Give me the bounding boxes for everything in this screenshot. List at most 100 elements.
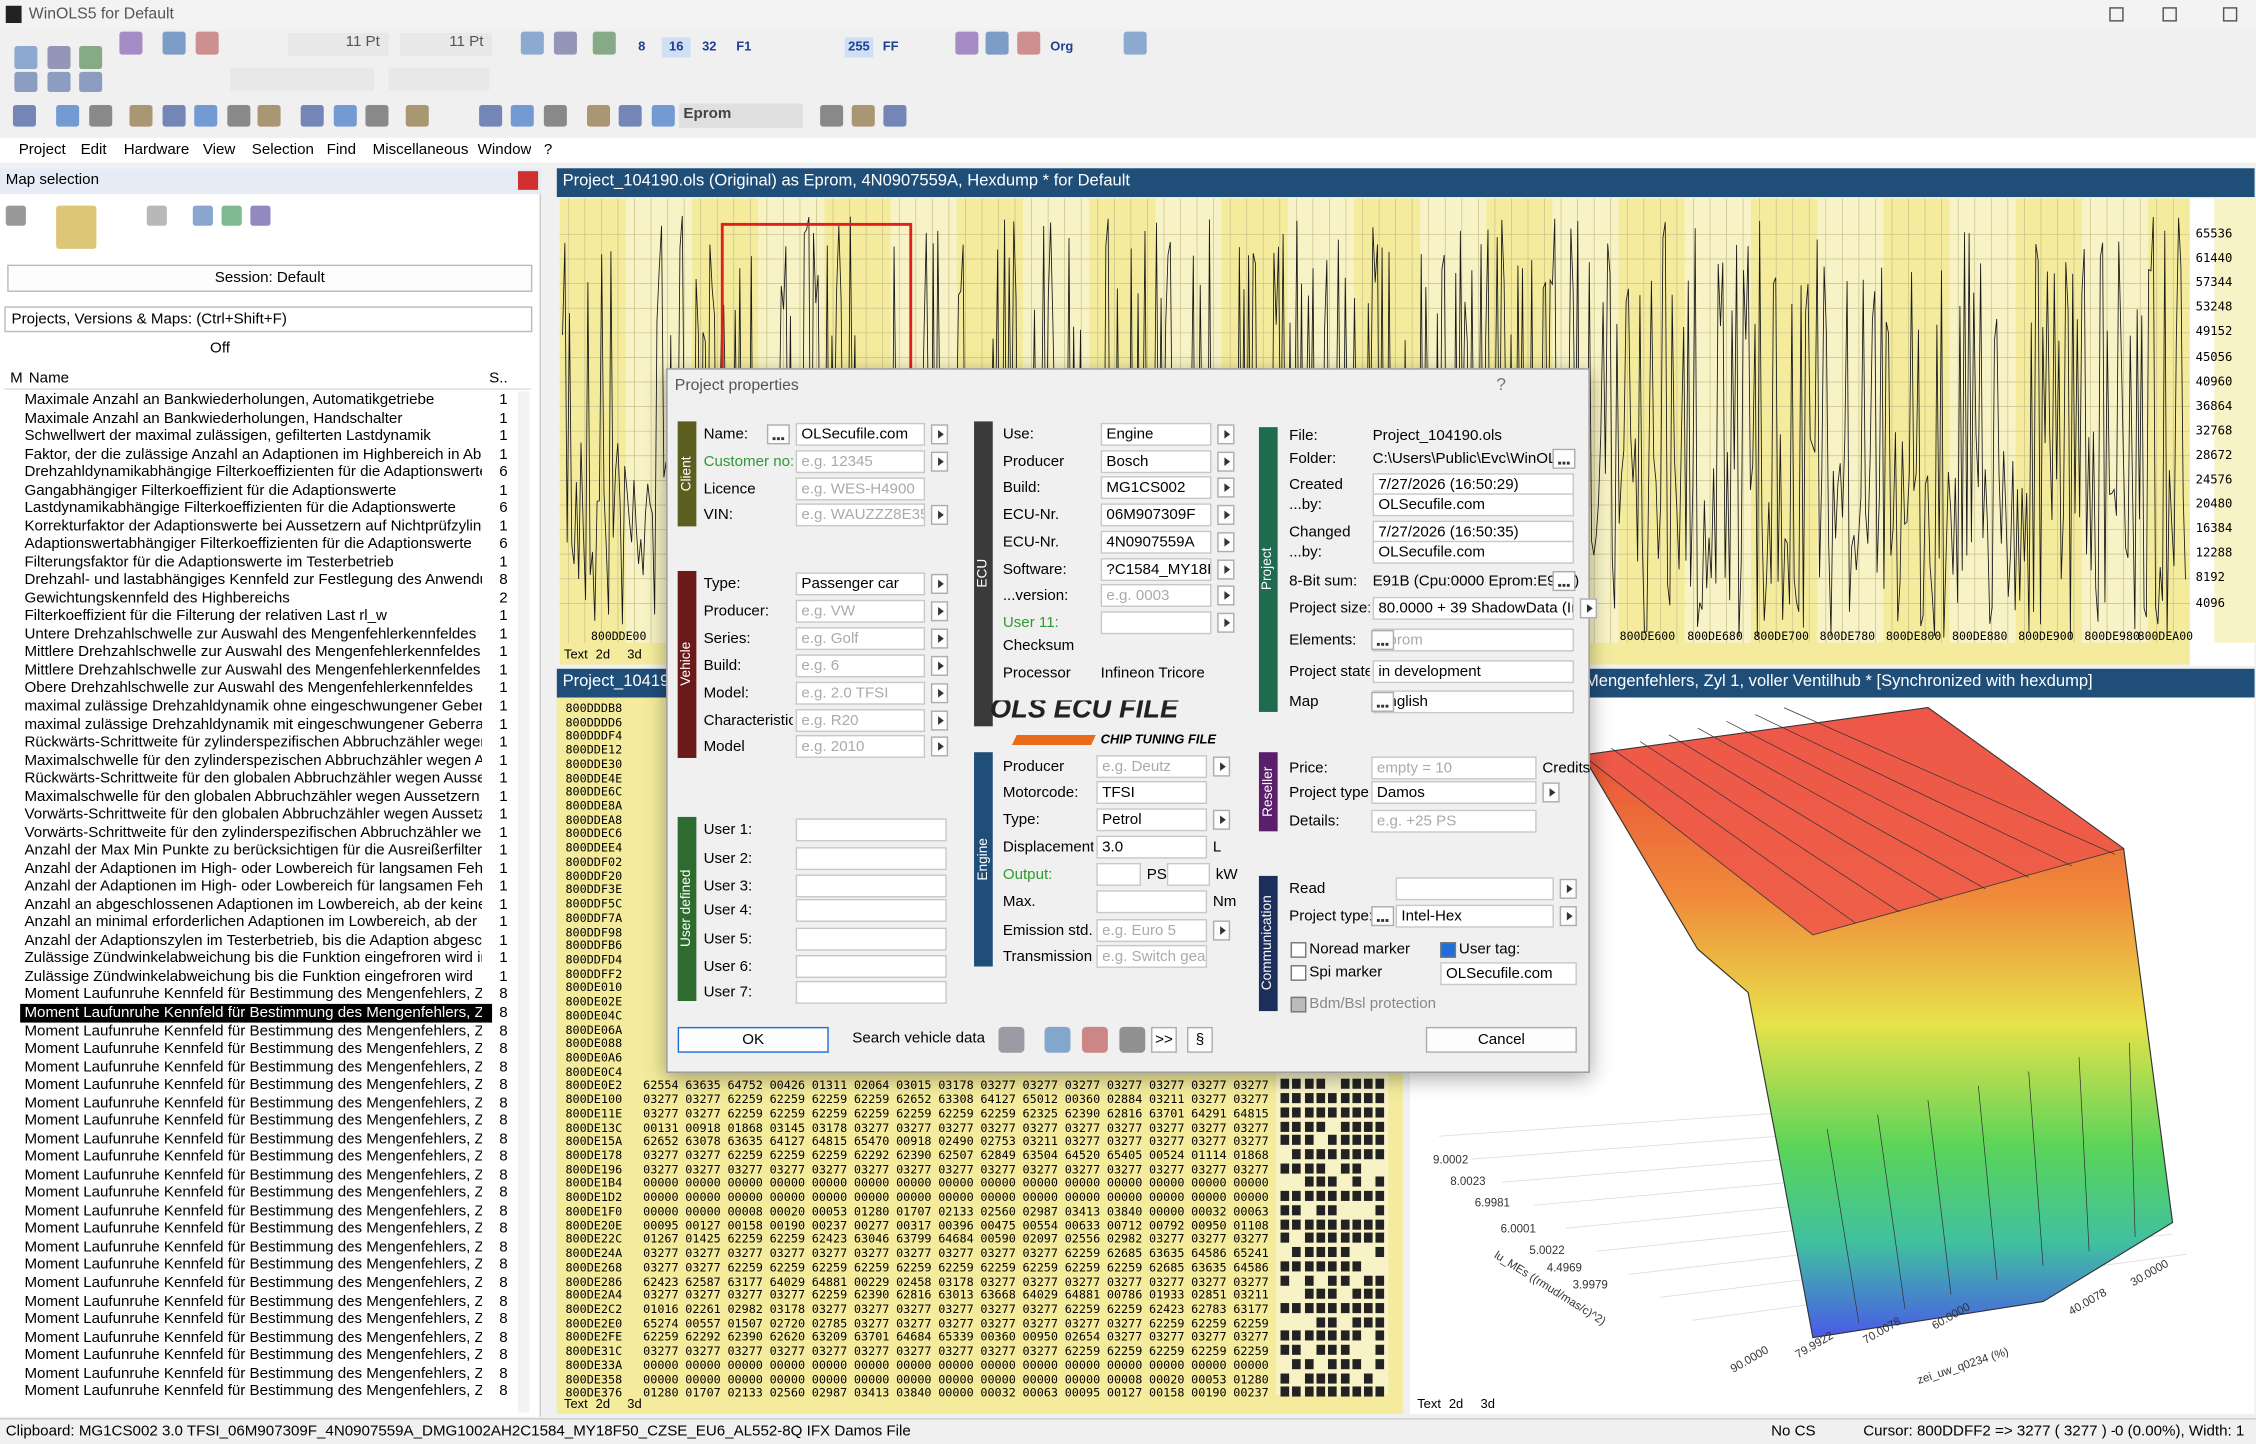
toolbar-icon[interactable] [162, 104, 186, 127]
icon-button[interactable] [1044, 1026, 1071, 1053]
map-name[interactable]: Moment Laufunruhe Kennfeld für Bestimmun… [24, 1274, 482, 1292]
toolbar-icon[interactable] [119, 31, 143, 55]
text-field[interactable]: e.g. WES-H4900 [795, 477, 926, 501]
panel-icon[interactable] [146, 205, 167, 226]
view-tab[interactable]: 3d [1480, 1396, 1495, 1411]
map-name[interactable]: Moment Laufunruhe Kennfeld für Bestimmun… [24, 1021, 482, 1040]
text-field[interactable]: OLSecufile.com [1372, 493, 1575, 517]
arrow-button[interactable] [1559, 906, 1577, 927]
map-name[interactable]: Moment Laufunruhe Kennfeld für Bestimmun… [24, 1039, 482, 1058]
toolbar-icon[interactable] [365, 104, 389, 127]
text-field[interactable]: OLSecufile.com [1440, 962, 1577, 986]
map-name[interactable]: Moment Laufunruhe Kennfeld für Bestimmun… [24, 1094, 482, 1112]
map-name[interactable]: Drehzahl- und lastabhängiges Kennfeld zu… [24, 571, 482, 589]
text-field[interactable] [795, 874, 947, 898]
ellipsis-button[interactable] [1552, 448, 1576, 469]
map-name[interactable]: Schwellwert der maximal zulässigen, gefi… [24, 427, 431, 445]
map-name[interactable]: Rückwärts-Schrittweite für den globalen … [24, 769, 482, 787]
map-name[interactable]: Anzahl der Adaptionen im High- oder Lowb… [24, 859, 482, 877]
map-name[interactable]: Moment Laufunruhe Kennfeld für Bestimmun… [24, 1112, 482, 1130]
arrow-button[interactable] [930, 710, 949, 731]
map-name[interactable]: Anzahl an abgeschlossenen Adaptionen im … [24, 895, 482, 914]
view-tab[interactable]: 3d [627, 1396, 642, 1411]
view-tab[interactable]: 2d [595, 1396, 611, 1411]
arrow-button[interactable] [1217, 559, 1235, 580]
map-name[interactable]: Anzahl an minimal erforderlichen Adaptio… [24, 913, 482, 932]
toolbar-icon[interactable] [1017, 31, 1041, 55]
view-tab[interactable]: 3d [627, 647, 642, 662]
arrow-button[interactable] [1217, 612, 1235, 633]
arrow-button[interactable] [1542, 782, 1560, 803]
menu-item[interactable]: Project [18, 140, 66, 159]
text-field[interactable]: OLSecufile.com [795, 422, 926, 446]
map-name[interactable]: Moment Laufunruhe Kennfeld für Bestimmun… [24, 1382, 482, 1400]
toolbar-icon[interactable] [820, 104, 844, 127]
map-name[interactable]: Filterkoeffizient für die Filterung der … [24, 607, 387, 625]
map-name[interactable]: Faktor, der die zulässige Anzahl an Adap… [24, 445, 482, 463]
toolbar-text-button[interactable]: 8 [638, 38, 646, 54]
arrow-button[interactable] [930, 736, 949, 757]
panel-icon[interactable] [56, 205, 97, 249]
toolbar-icon[interactable] [79, 46, 103, 70]
text-field[interactable] [1395, 877, 1554, 901]
arrow-button[interactable] [1212, 809, 1231, 830]
text-field[interactable]: Engine [1100, 422, 1212, 446]
toolbar-icon[interactable] [479, 104, 503, 127]
toolbar-text-button[interactable]: F1 [736, 38, 752, 54]
text-field[interactable]: e.g. 12345 [795, 450, 926, 474]
toolbar-icon[interactable] [194, 104, 218, 127]
view-tab[interactable]: 2d [595, 647, 611, 662]
cancel-button[interactable]: Cancel [1425, 1026, 1577, 1053]
ellipsis-button[interactable] [1371, 906, 1395, 927]
text-field[interactable]: e.g. Euro 5 [1096, 919, 1208, 943]
checkbox[interactable] [1290, 965, 1307, 981]
map-name[interactable]: Moment Laufunruhe Kennfeld für Bestimmun… [24, 1075, 482, 1094]
arrow-button[interactable] [1217, 532, 1235, 553]
arrow-button[interactable] [1217, 477, 1235, 498]
search-combo[interactable]: Projects, Versions & Maps: (Ctrl+Shift+F… [4, 306, 533, 333]
toolbar-icon[interactable] [129, 104, 153, 127]
map-name[interactable]: Mittlere Drehzahlschwelle zur Auswahl de… [24, 643, 481, 661]
map-name[interactable]: Moment Laufunruhe Kennfeld für Bestimmun… [24, 1346, 482, 1364]
menu-item[interactable]: Find [326, 140, 357, 159]
panel-icon[interactable] [221, 205, 242, 226]
checkbox[interactable] [1440, 942, 1457, 958]
map-name[interactable]: Moment Laufunruhe Kennfeld für Bestimmun… [24, 1310, 482, 1328]
menu-item[interactable]: Window [477, 140, 532, 159]
toolbar-text-button[interactable]: 16 [661, 37, 691, 58]
text-field[interactable] [795, 954, 947, 979]
ellipsis-button[interactable] [1371, 629, 1395, 651]
map-name[interactable]: Adaptionswertabhängiger Filterkoeffizien… [24, 535, 472, 553]
toolbar-icon[interactable] [851, 104, 875, 127]
toolbar-icon[interactable] [89, 104, 113, 127]
text-field[interactable]: English [1372, 690, 1575, 714]
icon-button[interactable] [998, 1026, 1025, 1053]
toolbar-icon[interactable] [195, 31, 219, 55]
arrow-button[interactable] [1579, 598, 1598, 619]
text-field[interactable]: 3.0 [1096, 835, 1208, 859]
toolbar-icon[interactable] [14, 71, 38, 93]
toolbar-icon[interactable] [985, 31, 1009, 55]
ellipsis-button[interactable] [766, 424, 790, 445]
toolbar-icon[interactable] [300, 104, 324, 127]
text-field[interactable]: Bosch [1100, 450, 1212, 474]
text-field[interactable]: e.g. Switch gear [1096, 944, 1208, 968]
map-name[interactable]: Moment Laufunruhe Kennfeld für Bestimmun… [24, 1220, 482, 1238]
text-field[interactable]: MG1CS002 [1100, 476, 1212, 500]
text-field[interactable]: e.g. 2.0 TFSI [795, 681, 926, 705]
text-field[interactable] [795, 818, 947, 842]
help-button[interactable]: ? [1496, 375, 1506, 395]
menu-item[interactable]: Edit [80, 140, 107, 159]
toolbar-icon[interactable] [618, 104, 642, 127]
menu-item[interactable]: ? [543, 140, 553, 159]
menu-item[interactable]: Hardware [123, 140, 190, 159]
text-field[interactable]: e.g. 2010 [795, 734, 926, 758]
map-name[interactable]: Rückwärts-Schrittweite für zylinderspezi… [24, 733, 482, 751]
more-button[interactable]: >> [1151, 1026, 1177, 1053]
map-name[interactable]: Obere Drehzahlschwelle zur Auswahl des M… [24, 679, 473, 697]
toolbar-text-button[interactable]: FF [882, 38, 899, 54]
arrow-button[interactable] [930, 683, 949, 704]
search-button[interactable]: Search vehicle data [852, 1029, 986, 1048]
view-tab[interactable]: Text [564, 1396, 588, 1411]
map-name[interactable]: Vorwärts-Schrittweite für den globalen A… [24, 805, 482, 823]
